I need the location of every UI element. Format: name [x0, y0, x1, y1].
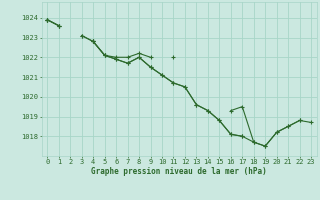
X-axis label: Graphe pression niveau de la mer (hPa): Graphe pression niveau de la mer (hPa) [91, 167, 267, 176]
